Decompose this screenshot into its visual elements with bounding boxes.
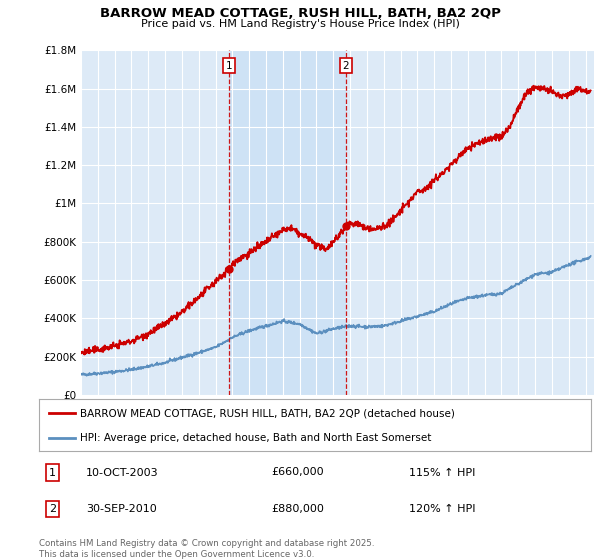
Text: £660,000: £660,000 — [271, 468, 323, 478]
Text: 2: 2 — [49, 504, 56, 514]
Text: 120% ↑ HPI: 120% ↑ HPI — [409, 504, 475, 514]
Text: 1: 1 — [49, 468, 56, 478]
Text: 1: 1 — [226, 60, 232, 71]
Text: 10-OCT-2003: 10-OCT-2003 — [86, 468, 158, 478]
Bar — [229, 50, 346, 395]
Text: Price paid vs. HM Land Registry's House Price Index (HPI): Price paid vs. HM Land Registry's House … — [140, 19, 460, 29]
Text: 2: 2 — [343, 60, 349, 71]
Text: Contains HM Land Registry data © Crown copyright and database right 2025.
This d: Contains HM Land Registry data © Crown c… — [39, 539, 374, 559]
Text: HPI: Average price, detached house, Bath and North East Somerset: HPI: Average price, detached house, Bath… — [80, 433, 432, 443]
Text: £880,000: £880,000 — [271, 504, 324, 514]
Text: BARROW MEAD COTTAGE, RUSH HILL, BATH, BA2 2QP (detached house): BARROW MEAD COTTAGE, RUSH HILL, BATH, BA… — [80, 408, 455, 418]
Text: 30-SEP-2010: 30-SEP-2010 — [86, 504, 157, 514]
Text: 115% ↑ HPI: 115% ↑ HPI — [409, 468, 475, 478]
Text: BARROW MEAD COTTAGE, RUSH HILL, BATH, BA2 2QP: BARROW MEAD COTTAGE, RUSH HILL, BATH, BA… — [100, 7, 500, 20]
